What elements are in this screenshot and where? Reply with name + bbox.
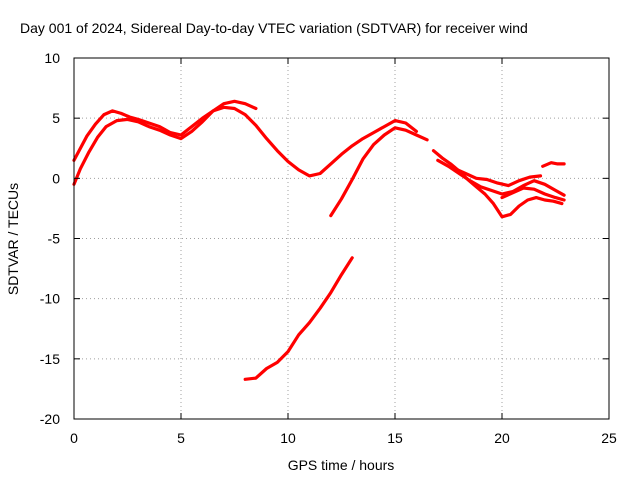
y-tick-label: -20 xyxy=(40,411,60,427)
y-tick-label: -5 xyxy=(48,231,61,247)
chart-title: Day 001 of 2024, Sidereal Day-to-day VTE… xyxy=(20,20,528,36)
grid-layer xyxy=(74,58,609,419)
y-axis-label: SDTVAR / TECUs xyxy=(5,183,21,295)
x-axis-label: GPS time / hours xyxy=(288,457,395,473)
series-arc-1 xyxy=(72,105,418,178)
y-tick-label: 10 xyxy=(44,50,60,66)
y-tick-label: 5 xyxy=(52,110,60,126)
series-arc-2 xyxy=(72,99,258,186)
series-arc-9 xyxy=(541,161,566,168)
y-tick-label: -15 xyxy=(40,351,60,367)
series-arc-8 xyxy=(500,186,566,202)
series-arc-6 xyxy=(436,158,566,197)
x-tick-label: 10 xyxy=(280,430,296,446)
x-tick-label: 25 xyxy=(601,430,617,446)
series-arc-7 xyxy=(453,167,543,188)
y-tick-label: -10 xyxy=(40,291,60,307)
series-layer xyxy=(72,99,566,381)
series-arc-3 xyxy=(243,256,354,381)
x-tick-label: 0 xyxy=(70,430,78,446)
x-tick-label: 5 xyxy=(177,430,185,446)
x-tick-label: 15 xyxy=(387,430,403,446)
tick-labels-layer: 0 5 10 15 20 25 10 5 0 -5 -10 -15 -20 xyxy=(40,50,617,446)
series-arc-4 xyxy=(329,126,429,218)
ticks-layer xyxy=(73,57,610,420)
y-tick-label: 0 xyxy=(52,170,60,186)
x-tick-label: 20 xyxy=(494,430,510,446)
